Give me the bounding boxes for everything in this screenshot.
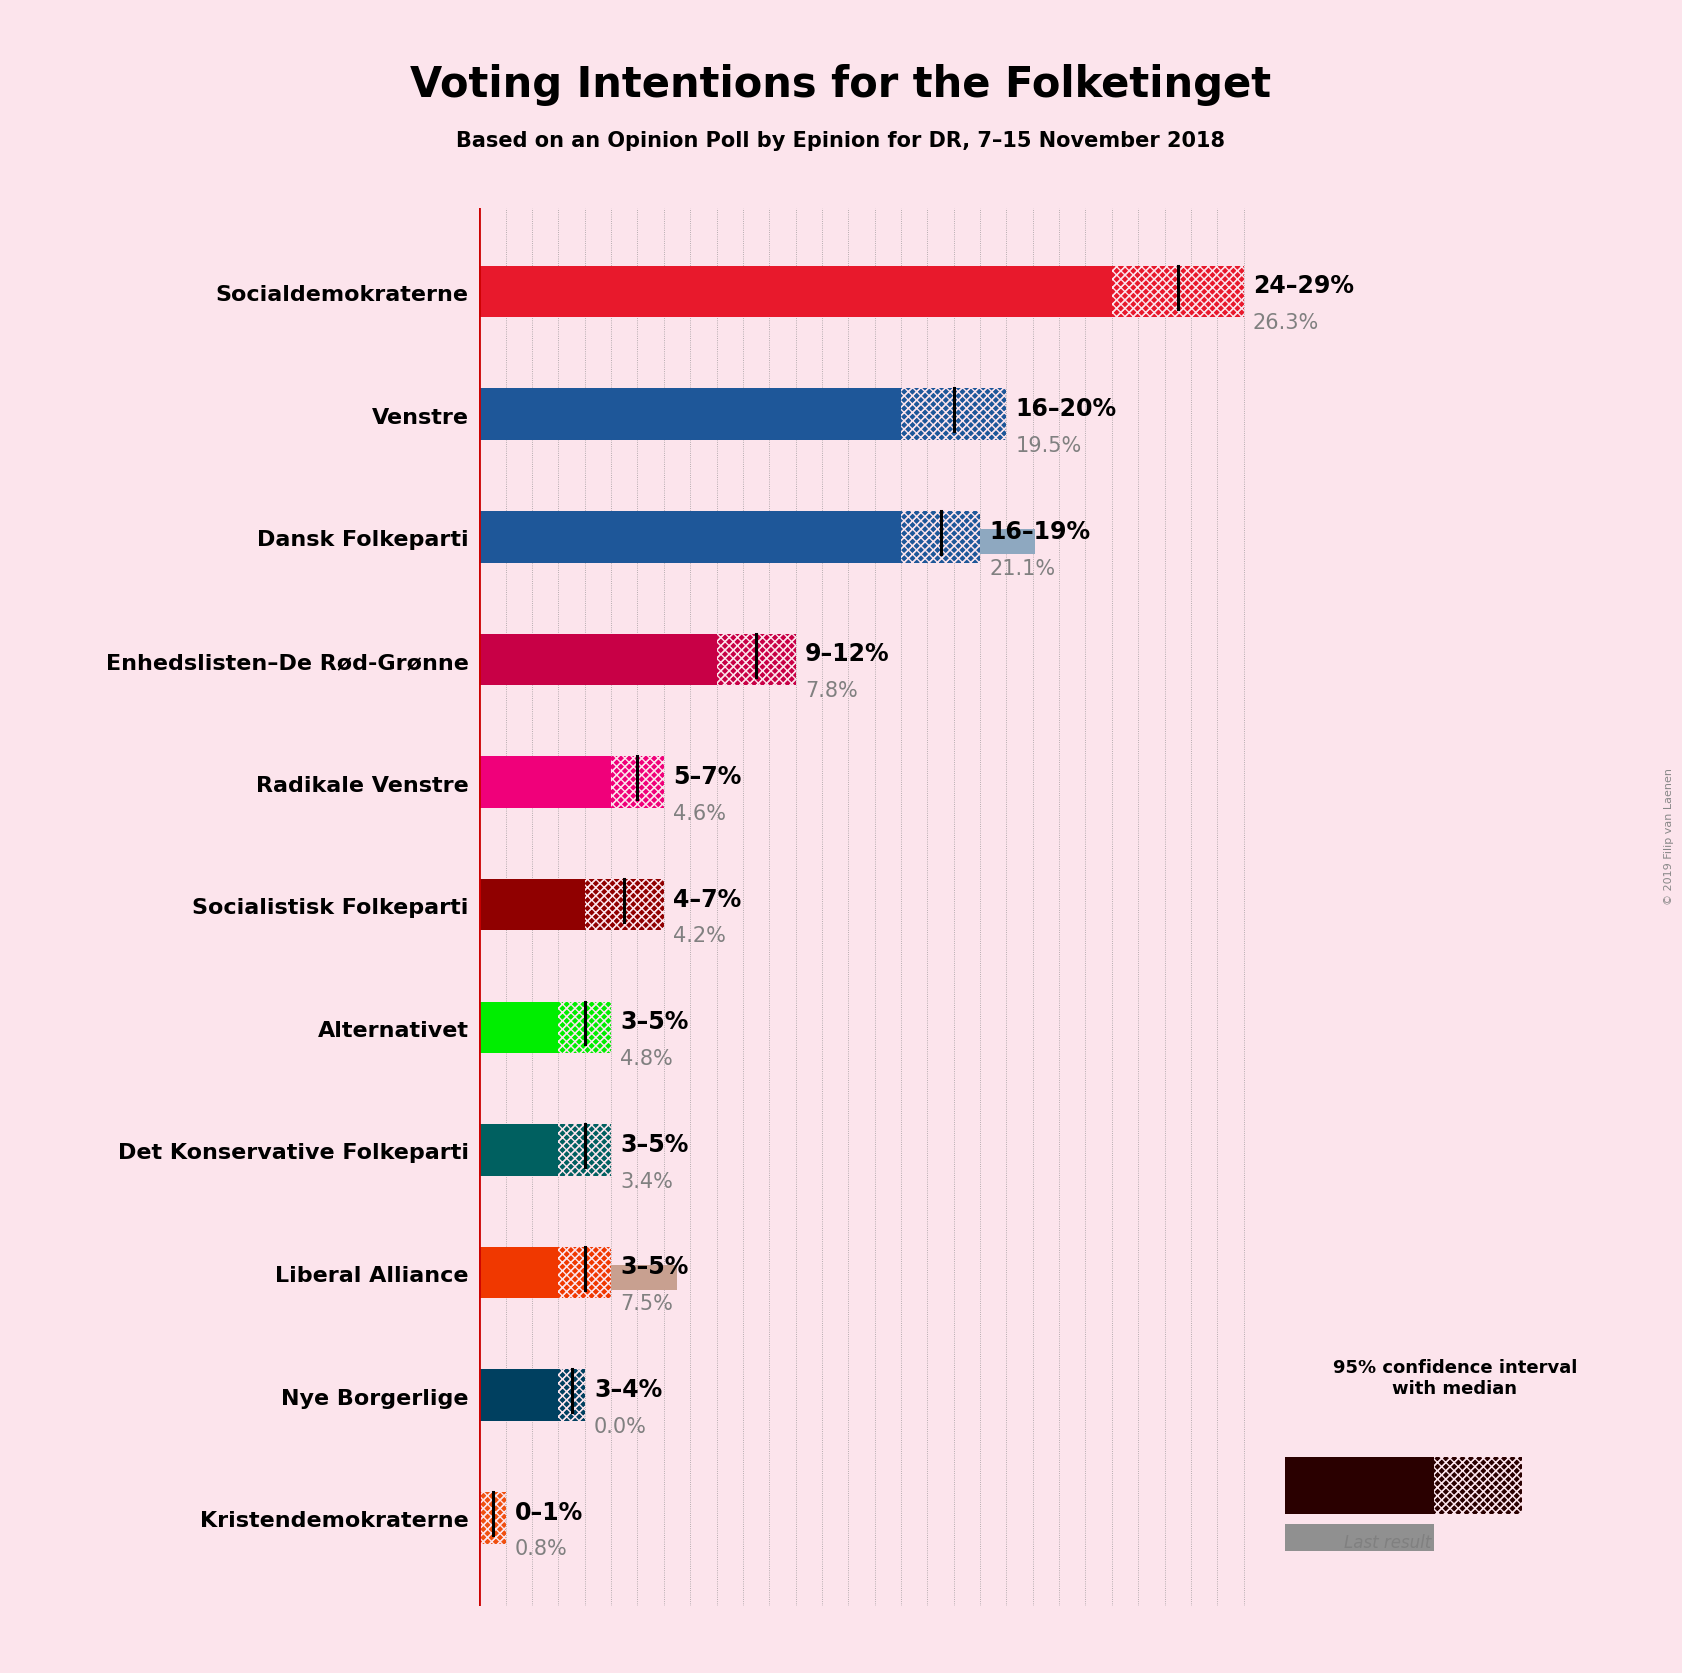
Bar <box>902 390 1006 440</box>
Bar <box>479 390 902 440</box>
Text: 0.8%: 0.8% <box>515 1539 569 1559</box>
Text: Alternativet: Alternativet <box>318 1021 469 1041</box>
Bar <box>558 1246 611 1298</box>
Text: Last result: Last result <box>1344 1532 1431 1551</box>
Text: 4.6%: 4.6% <box>673 803 727 823</box>
Bar <box>558 1246 611 1298</box>
Text: 3.4%: 3.4% <box>621 1171 673 1191</box>
Bar <box>479 408 992 432</box>
Bar <box>479 530 1036 555</box>
Text: 0–1%: 0–1% <box>515 1499 584 1524</box>
Text: Nye Borgerlige: Nye Borgerlige <box>281 1389 469 1407</box>
Text: Liberal Alliance: Liberal Alliance <box>276 1265 469 1285</box>
Bar <box>585 880 664 930</box>
Text: © 2019 Filip van Laenen: © 2019 Filip van Laenen <box>1663 768 1674 905</box>
Text: Dansk Folkeparti: Dansk Folkeparti <box>257 530 469 550</box>
Text: 26.3%: 26.3% <box>1253 313 1319 333</box>
Bar <box>479 1246 558 1298</box>
Text: 9–12%: 9–12% <box>804 642 890 666</box>
Text: 4.2%: 4.2% <box>673 925 727 945</box>
Text: 3–5%: 3–5% <box>621 1133 688 1156</box>
Text: 4–7%: 4–7% <box>673 887 742 912</box>
Text: 7.5%: 7.5% <box>621 1293 673 1313</box>
Bar <box>479 1143 569 1168</box>
Bar <box>479 775 600 800</box>
Bar <box>558 1002 611 1054</box>
Bar <box>558 1370 585 1420</box>
Bar <box>558 1124 611 1176</box>
Text: Radikale Venstre: Radikale Venstre <box>256 775 469 795</box>
Bar <box>1433 1457 1522 1514</box>
Text: Det Konservative Folkeparti: Det Konservative Folkeparti <box>118 1143 469 1163</box>
Text: 24–29%: 24–29% <box>1253 274 1354 298</box>
Bar <box>1433 1457 1522 1514</box>
Text: 19.5%: 19.5% <box>1016 435 1082 455</box>
Bar <box>558 1002 611 1054</box>
Text: 7.8%: 7.8% <box>804 681 858 701</box>
Bar <box>1112 266 1243 318</box>
Bar <box>1285 1524 1433 1551</box>
Text: 21.1%: 21.1% <box>989 559 1055 579</box>
Bar <box>585 880 664 930</box>
Bar <box>717 634 796 686</box>
Text: Enhedslisten–De Rød-Grønne: Enhedslisten–De Rød-Grønne <box>106 652 469 673</box>
Bar <box>479 1124 558 1176</box>
Text: 5–7%: 5–7% <box>673 765 742 788</box>
Bar <box>479 634 717 686</box>
Text: 0.0%: 0.0% <box>594 1415 648 1435</box>
Bar <box>1285 1457 1433 1514</box>
Text: Venstre: Venstre <box>372 408 469 427</box>
Bar <box>558 1370 585 1420</box>
Text: 4.8%: 4.8% <box>621 1049 673 1069</box>
Text: Based on an Opinion Poll by Epinion for DR, 7–15 November 2018: Based on an Opinion Poll by Epinion for … <box>456 130 1226 151</box>
Bar <box>479 1492 506 1544</box>
Text: 16–19%: 16–19% <box>989 519 1090 544</box>
Text: 3–4%: 3–4% <box>594 1377 663 1402</box>
Text: Socialistisk Folkeparti: Socialistisk Folkeparti <box>192 898 469 917</box>
Text: Voting Intentions for the Folketinget: Voting Intentions for the Folketinget <box>410 64 1272 105</box>
Bar <box>611 756 664 808</box>
Bar <box>479 1370 558 1420</box>
Bar <box>611 756 664 808</box>
Bar <box>479 880 585 930</box>
Bar <box>479 1492 506 1544</box>
Bar <box>717 634 796 686</box>
Bar <box>902 512 981 564</box>
Bar <box>902 512 981 564</box>
Bar <box>1112 266 1243 318</box>
Text: 3–5%: 3–5% <box>621 1009 688 1034</box>
Bar <box>479 1002 558 1054</box>
Text: 16–20%: 16–20% <box>1016 397 1117 422</box>
Bar <box>479 1265 676 1290</box>
Bar <box>902 390 1006 440</box>
Bar <box>479 1511 501 1536</box>
Text: 3–5%: 3–5% <box>621 1255 688 1278</box>
Bar <box>479 266 1112 318</box>
Text: Kristendemokraterne: Kristendemokraterne <box>200 1511 469 1531</box>
Bar <box>479 1021 606 1046</box>
Bar <box>558 1124 611 1176</box>
Text: 95% confidence interval
with median: 95% confidence interval with median <box>1332 1358 1578 1397</box>
Bar <box>479 284 1172 310</box>
Bar <box>479 512 902 564</box>
Bar <box>479 898 590 922</box>
Text: Socialdemokraterne: Socialdemokraterne <box>215 284 469 304</box>
Bar <box>479 652 685 678</box>
Bar <box>479 756 611 808</box>
